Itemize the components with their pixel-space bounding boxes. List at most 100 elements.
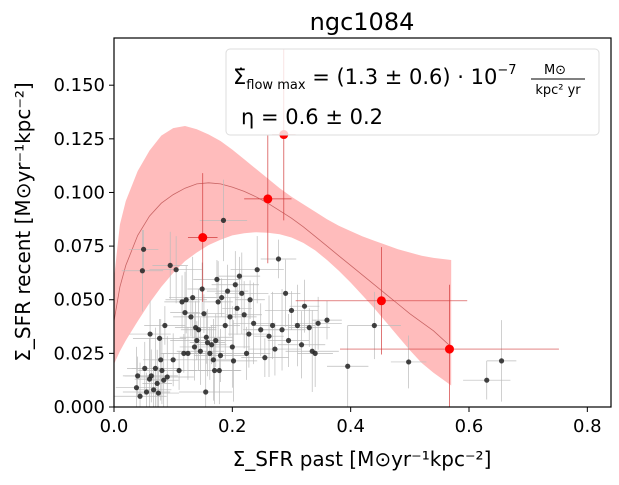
region-point	[156, 335, 163, 341]
flow-symbol: Σ̇	[233, 65, 246, 89]
region-point	[216, 367, 222, 374]
y-tick-label: 0.075	[53, 236, 105, 257]
region-point	[211, 367, 218, 374]
bin-point	[198, 233, 208, 243]
y-axis-label: Σ_SFR recent [M⊙yr⁻¹kpc⁻²]	[11, 82, 35, 361]
region-point	[241, 312, 247, 318]
region-point	[148, 373, 154, 379]
region-point	[254, 267, 260, 273]
bin-point	[263, 194, 273, 204]
region-point	[282, 290, 289, 296]
region-point	[324, 317, 330, 323]
region-point	[194, 337, 200, 344]
y-tick-label: 0.050	[53, 290, 105, 311]
region-point	[272, 346, 278, 352]
region-point	[236, 273, 243, 279]
region-point	[147, 331, 153, 337]
region-point	[197, 348, 203, 354]
region-point	[190, 294, 196, 301]
region-point	[219, 294, 225, 301]
region-point	[229, 344, 235, 350]
region-point	[288, 307, 295, 314]
region-point	[159, 367, 165, 374]
annotation-flow-formula: Σ̇flow max = (1.3 ± 0.6) · 10−7	[233, 63, 517, 93]
region-point	[484, 377, 490, 383]
region-point	[152, 365, 159, 371]
region-point	[232, 282, 238, 288]
region-point	[164, 374, 170, 380]
x-tick-label: 0.4	[336, 416, 365, 437]
x-tick-label: 0.6	[455, 416, 484, 437]
x-tick-label: 0.2	[218, 416, 247, 437]
region-point	[406, 359, 412, 365]
region-point	[210, 357, 216, 363]
region-point	[133, 385, 140, 391]
annotation-box-frame	[225, 48, 600, 136]
region-point	[371, 322, 377, 329]
region-point	[143, 389, 150, 395]
flow-value: = (1.3 ± 0.6) · 10	[306, 65, 498, 89]
chart-title: ngc1084	[310, 8, 415, 36]
region-point	[230, 358, 237, 364]
region-point	[155, 390, 161, 396]
region-point	[140, 246, 147, 252]
region-point	[243, 350, 250, 356]
region-point	[251, 320, 257, 326]
bin-point	[444, 344, 454, 354]
region-point	[204, 340, 211, 346]
region-point	[498, 358, 505, 364]
region-point	[269, 322, 276, 329]
region-point	[181, 350, 187, 356]
region-point	[135, 373, 141, 379]
region-point	[279, 327, 285, 333]
region-point	[161, 377, 167, 383]
region-point	[301, 303, 308, 309]
region-point	[203, 389, 209, 395]
region-point	[345, 363, 351, 369]
uncertainty-band-group	[114, 126, 452, 386]
region-point	[196, 327, 202, 333]
region-point	[191, 344, 198, 350]
unit-numerator: M⊙	[544, 63, 566, 78]
region-point	[173, 267, 179, 273]
region-point	[215, 299, 221, 305]
model-curve-group	[114, 182, 452, 348]
region-point	[170, 357, 176, 363]
axes-frame	[113, 37, 612, 408]
region-point	[315, 320, 321, 326]
region-point	[182, 310, 188, 316]
region-point	[220, 217, 227, 223]
model-curve	[114, 182, 452, 348]
y-tick-label: 0.025	[53, 343, 105, 364]
region-point	[298, 342, 305, 348]
region-point	[185, 350, 191, 356]
region-point	[214, 276, 220, 282]
region-point	[162, 322, 168, 329]
region-point	[294, 322, 301, 329]
plot-area	[114, 48, 559, 407]
region-point	[199, 286, 205, 292]
y-tick-label: 0.150	[53, 75, 105, 96]
y-tick-label: 0.000	[53, 397, 105, 418]
region-point	[246, 331, 252, 337]
region-point	[225, 288, 231, 294]
region-point	[227, 314, 233, 320]
uncertainty-band	[114, 126, 452, 386]
region-point	[239, 290, 245, 296]
flow-subscript: flow max	[246, 78, 306, 93]
region-point	[258, 327, 264, 333]
bin-point	[376, 296, 386, 306]
region-point	[179, 299, 185, 305]
region-point	[142, 365, 148, 371]
region-point	[139, 268, 145, 274]
flow-exponent: −7	[497, 63, 516, 78]
x-tick-label: 0.8	[573, 416, 602, 437]
region-point	[262, 355, 268, 361]
x-axis-label: Σ_SFR past [M⊙yr⁻¹kpc⁻²]	[233, 447, 492, 471]
region-point	[167, 262, 173, 269]
annotation-eta: η = 0.6 ± 0.2	[241, 105, 383, 129]
region-point	[285, 337, 292, 344]
region-point	[183, 297, 189, 303]
region-point	[151, 387, 157, 393]
